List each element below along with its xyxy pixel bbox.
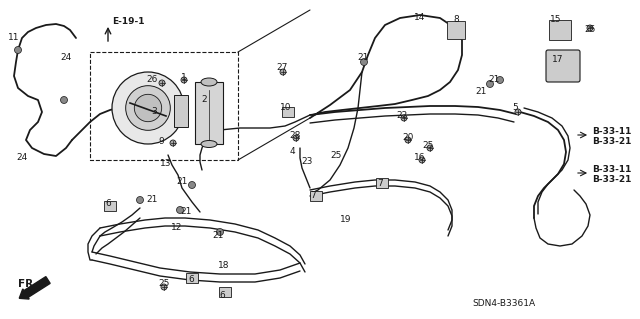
Bar [447,21,465,39]
Text: 13: 13 [160,159,172,167]
Circle shape [112,72,184,144]
Text: 17: 17 [552,56,564,64]
Circle shape [515,109,521,115]
Text: 22: 22 [396,112,408,121]
Text: 21: 21 [488,76,500,85]
Text: B-33-21: B-33-21 [592,175,632,184]
Text: 25: 25 [330,152,342,160]
Text: 14: 14 [414,13,426,23]
Text: 8: 8 [453,16,459,25]
Circle shape [405,137,411,143]
Text: 4: 4 [289,147,295,157]
Circle shape [401,115,407,121]
Bar [219,287,231,297]
Text: 25: 25 [422,140,434,150]
Circle shape [125,86,170,130]
Text: 24: 24 [60,54,72,63]
Ellipse shape [201,140,217,147]
Text: 6: 6 [219,292,225,300]
Text: 18: 18 [218,262,230,271]
Circle shape [177,206,184,213]
Text: B-33-21: B-33-21 [592,137,632,146]
Text: 2: 2 [201,95,207,105]
Text: 6: 6 [188,276,194,285]
Bar [310,191,322,201]
Text: 10: 10 [280,103,292,113]
Ellipse shape [201,78,217,86]
Text: 3: 3 [151,108,157,116]
Circle shape [136,197,143,204]
Text: 16: 16 [414,153,426,162]
Text: SDN4-B3361A: SDN4-B3361A [472,300,536,308]
Bar [376,178,388,188]
Text: 25: 25 [158,279,170,288]
FancyBboxPatch shape [546,50,580,82]
Text: 7: 7 [310,190,316,199]
Text: 21: 21 [476,87,486,97]
Text: 5: 5 [512,103,518,113]
Circle shape [189,182,195,189]
Text: 24: 24 [17,153,28,162]
Circle shape [181,77,187,83]
Text: 27: 27 [276,63,288,72]
Circle shape [170,140,176,146]
Bar [195,82,223,144]
Text: B-33-11: B-33-11 [592,128,632,137]
Circle shape [161,284,167,290]
Circle shape [587,25,593,31]
Text: 21: 21 [357,54,369,63]
Text: 7: 7 [377,179,383,188]
Circle shape [61,97,67,103]
Text: 20: 20 [403,133,413,143]
Text: 25: 25 [584,26,596,34]
Circle shape [293,135,299,141]
Text: 21: 21 [180,207,192,217]
Text: 21: 21 [176,176,188,186]
Text: 21: 21 [147,196,157,204]
Circle shape [486,80,493,87]
Bar [549,20,571,40]
Circle shape [280,69,286,75]
Text: 6: 6 [105,199,111,209]
Bar [104,201,116,211]
Text: 1: 1 [181,73,187,83]
Text: 26: 26 [147,76,157,85]
Circle shape [134,94,162,122]
Circle shape [497,77,504,84]
Text: FR.: FR. [19,279,38,289]
Bar [90,52,238,160]
Text: 11: 11 [8,33,20,42]
Bar [186,273,198,283]
Text: E-19-1: E-19-1 [112,18,145,26]
Circle shape [216,228,223,235]
Bar [174,95,188,127]
Circle shape [427,145,433,151]
Circle shape [15,47,22,54]
Text: 23: 23 [301,158,313,167]
Text: 9: 9 [158,137,164,146]
FancyArrow shape [19,277,50,299]
Text: B-33-11: B-33-11 [592,166,632,174]
Text: 15: 15 [550,16,562,25]
Circle shape [360,58,367,65]
Circle shape [159,80,165,86]
Text: 21: 21 [212,232,224,241]
Text: 28: 28 [289,130,301,139]
Bar [282,107,294,117]
Circle shape [419,157,425,163]
Text: 12: 12 [172,224,182,233]
Text: 19: 19 [340,216,352,225]
